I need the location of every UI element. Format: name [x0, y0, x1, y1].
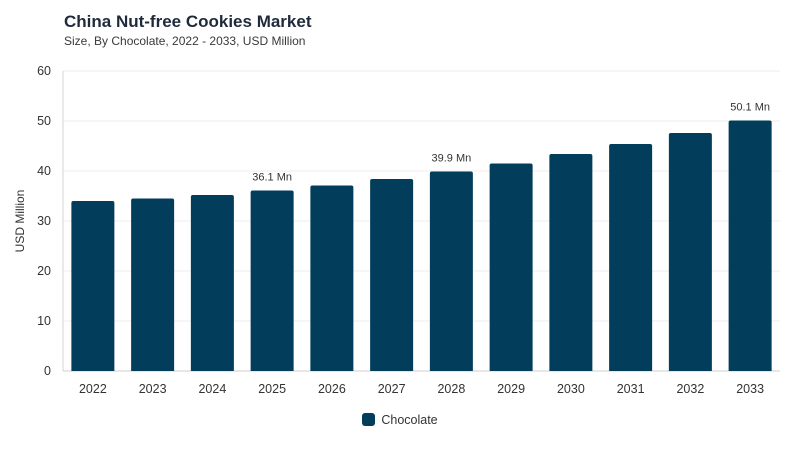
bar-2025: [250, 190, 294, 371]
data-label-2028: 39.9 Mn: [432, 153, 472, 165]
bar-2029: [489, 163, 533, 371]
y-tick-label-20: 20: [37, 264, 51, 278]
legend-label-chocolate: Chocolate: [381, 413, 438, 427]
x-tick-label-2030: 2030: [557, 382, 585, 396]
bar-2033: [728, 120, 772, 371]
y-tick-label-40: 40: [37, 164, 51, 178]
chart-subtitle: Size, By Chocolate, 2022 - 2033, USD Mil…: [64, 34, 306, 48]
bar-2027: [370, 179, 414, 371]
bar-2026: [310, 185, 354, 371]
x-tick-label-2024: 2024: [198, 382, 226, 396]
x-tick-label-2022: 2022: [79, 382, 107, 396]
x-tick-label-2025: 2025: [258, 382, 286, 396]
y-tick-label-60: 60: [37, 64, 51, 78]
bar-2031: [609, 144, 653, 371]
bar-2028: [429, 171, 473, 371]
chart-title: China Nut-free Cookies Market: [64, 12, 312, 31]
x-tick-label-2023: 2023: [139, 382, 167, 396]
bar-2023: [131, 198, 175, 371]
legend-swatch-chocolate: [362, 413, 376, 426]
bar-2024: [190, 195, 234, 371]
x-tick-label-2026: 2026: [318, 382, 346, 396]
data-label-2033: 50.1 Mn: [730, 102, 770, 114]
y-tick-label-10: 10: [37, 314, 51, 328]
bar-2022: [71, 201, 115, 371]
bar-2030: [549, 154, 593, 371]
x-tick-label-2033: 2033: [736, 382, 764, 396]
y-tick-label-30: 30: [37, 214, 51, 228]
x-tick-label-2028: 2028: [437, 382, 465, 396]
y-tick-label-0: 0: [44, 364, 51, 378]
y-axis-label: USD Million: [13, 190, 27, 253]
x-tick-label-2027: 2027: [378, 382, 406, 396]
legend: Chocolate: [0, 413, 800, 427]
x-tick-label-2031: 2031: [617, 382, 645, 396]
y-tick-label-50: 50: [37, 114, 51, 128]
x-tick-label-2032: 2032: [676, 382, 704, 396]
data-label-2025: 36.1 Mn: [252, 172, 292, 184]
x-tick-label-2029: 2029: [497, 382, 525, 396]
bar-2032: [668, 133, 712, 371]
